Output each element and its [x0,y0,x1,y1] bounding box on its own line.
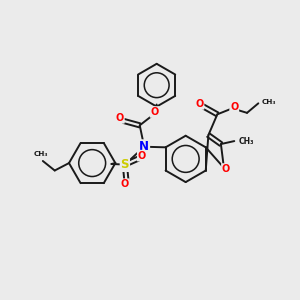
Text: O: O [230,102,238,112]
Text: O: O [151,107,159,117]
Text: CH₃: CH₃ [262,99,276,105]
Text: CH₃: CH₃ [33,152,48,158]
Text: CH₃: CH₃ [239,136,254,146]
Text: N: N [139,140,149,153]
Text: O: O [195,99,204,109]
Text: O: O [121,179,129,189]
Text: O: O [222,164,230,174]
Text: O: O [116,113,124,123]
Text: O: O [138,151,146,160]
Text: S: S [121,158,129,171]
